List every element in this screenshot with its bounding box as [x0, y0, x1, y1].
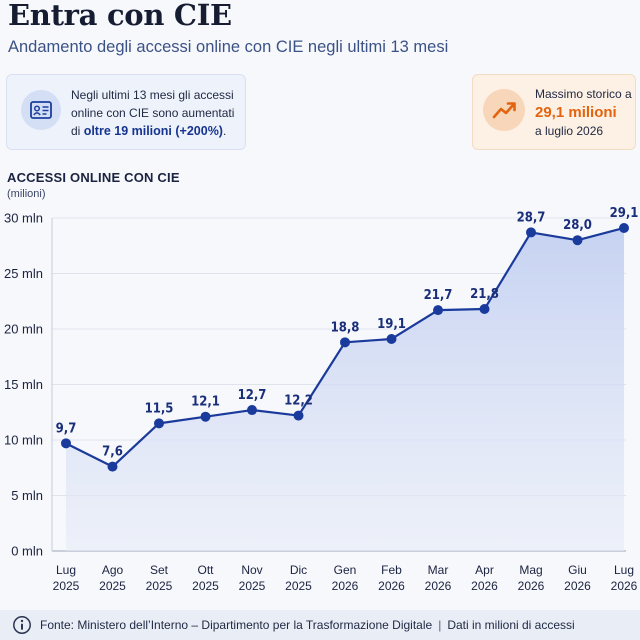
x-tick-month: Mag	[519, 563, 542, 577]
y-tick-label: 0 mln	[11, 544, 43, 559]
x-tick-month: Ago	[102, 563, 124, 577]
footer-source: Fonte: Ministero dell’Interno – Dipartim…	[40, 618, 433, 632]
chart-title: ACCESSI ONLINE CON CIE	[7, 170, 180, 185]
y-tick-label: 15 mln	[4, 377, 43, 392]
access-chart: 9,7 7,6 11,5 12,1 12,7 12,2 18,8 19,1 21,7 21,8 28…	[4, 206, 639, 593]
data-label: 9,7	[56, 421, 77, 436]
data-point	[61, 438, 71, 449]
data-label: 21,8	[470, 287, 499, 302]
series-area	[66, 227, 624, 552]
x-tick-year: 2026	[611, 579, 638, 593]
data-label: 7,6	[102, 445, 123, 460]
data-point	[572, 235, 583, 246]
page-title: Entra con CIE	[8, 0, 232, 32]
x-tick-year: 2025	[99, 579, 126, 593]
growth-card-text: Negli ultimi 13 mesi gli accessi online …	[71, 86, 243, 140]
data-label: 12,2	[284, 394, 313, 409]
peak-line1: Massimo storico a	[535, 87, 632, 101]
x-tick-year: 2025	[53, 579, 80, 593]
x-tick-year: 2026	[378, 579, 405, 593]
data-point	[340, 337, 350, 348]
data-label: 28,0	[563, 218, 592, 233]
data-point	[619, 222, 629, 233]
x-tick-year: 2026	[518, 579, 545, 593]
x-tick-year: 2026	[471, 579, 498, 593]
x-tick-year: 2025	[239, 579, 266, 593]
y-tick-label: 20 mln	[4, 322, 43, 337]
growth-card-body: Negli ultimi 13 mesi gli accessi online …	[71, 88, 235, 138]
growth-card: Negli ultimi 13 mesi gli accessi online …	[6, 74, 246, 150]
x-tick-month: Gen	[334, 563, 357, 577]
data-label: 12,1	[191, 395, 220, 410]
footer: Fonte: Ministero dell’Interno – Dipartim…	[0, 610, 640, 640]
data-label: 18,8	[331, 320, 360, 335]
x-tick-month: Lug	[614, 563, 634, 577]
x-tick-year: 2025	[146, 579, 173, 593]
data-label: 19,1	[377, 317, 406, 332]
x-tick-year: 2025	[285, 579, 312, 593]
data-point	[107, 461, 118, 472]
y-tick-label: 25 mln	[4, 266, 43, 281]
x-tick-month: Set	[150, 563, 169, 577]
data-label: 21,7	[424, 288, 453, 303]
peak-date: a luglio 2026	[535, 124, 604, 138]
data-point	[293, 410, 304, 421]
x-tick-month: Dic	[290, 563, 307, 577]
data-point	[154, 418, 164, 429]
data-point	[386, 333, 397, 344]
peak-card: Massimo storico a 29,1 milioni a luglio …	[472, 74, 636, 150]
page-subtitle: Andamento degli accessi online con CIE n…	[8, 38, 449, 56]
x-tick-year: 2026	[425, 579, 452, 593]
chart-unit-label: (milioni)	[7, 188, 46, 200]
peak-card-text: Massimo storico a 29,1 milioni a luglio …	[535, 86, 633, 139]
x-tick-month: Apr	[475, 563, 494, 577]
x-tick-month: Feb	[381, 563, 402, 577]
growth-highlight: oltre 19 milioni (+200%)	[83, 124, 223, 138]
data-point	[526, 227, 536, 238]
data-point	[433, 305, 443, 316]
x-tick-month: Mar	[428, 563, 449, 577]
info-icon	[12, 615, 32, 635]
data-point	[247, 405, 257, 416]
footer-note: Dati in milioni di accessi	[447, 618, 575, 632]
peak-value: 29,1 milioni	[535, 104, 617, 121]
data-point	[200, 411, 211, 422]
data-label: 11,5	[145, 401, 174, 416]
data-label: 29,1	[610, 206, 639, 221]
y-tick-label: 5 mln	[11, 488, 43, 503]
y-tick-label: 10 mln	[4, 433, 43, 448]
x-tick-month: Nov	[241, 563, 262, 577]
x-tick-year: 2026	[564, 579, 591, 593]
x-tick-year: 2025	[192, 579, 219, 593]
trending-up-icon	[483, 89, 525, 131]
x-tick-month: Giu	[568, 563, 587, 577]
growth-suffix: .	[222, 124, 227, 138]
footer-separator: |	[438, 618, 442, 632]
y-tick-label: 30 mln	[4, 211, 43, 226]
footer-text: Fonte: Ministero dell’Interno – Dipartim…	[40, 618, 575, 632]
data-point	[479, 304, 490, 315]
data-label: 28,7	[517, 210, 546, 225]
data-label: 12,7	[238, 388, 267, 403]
x-tick-year: 2026	[332, 579, 359, 593]
x-tick-month: Ott	[197, 563, 214, 577]
id-card-icon	[21, 90, 61, 130]
x-tick-month: Lug	[56, 563, 76, 577]
